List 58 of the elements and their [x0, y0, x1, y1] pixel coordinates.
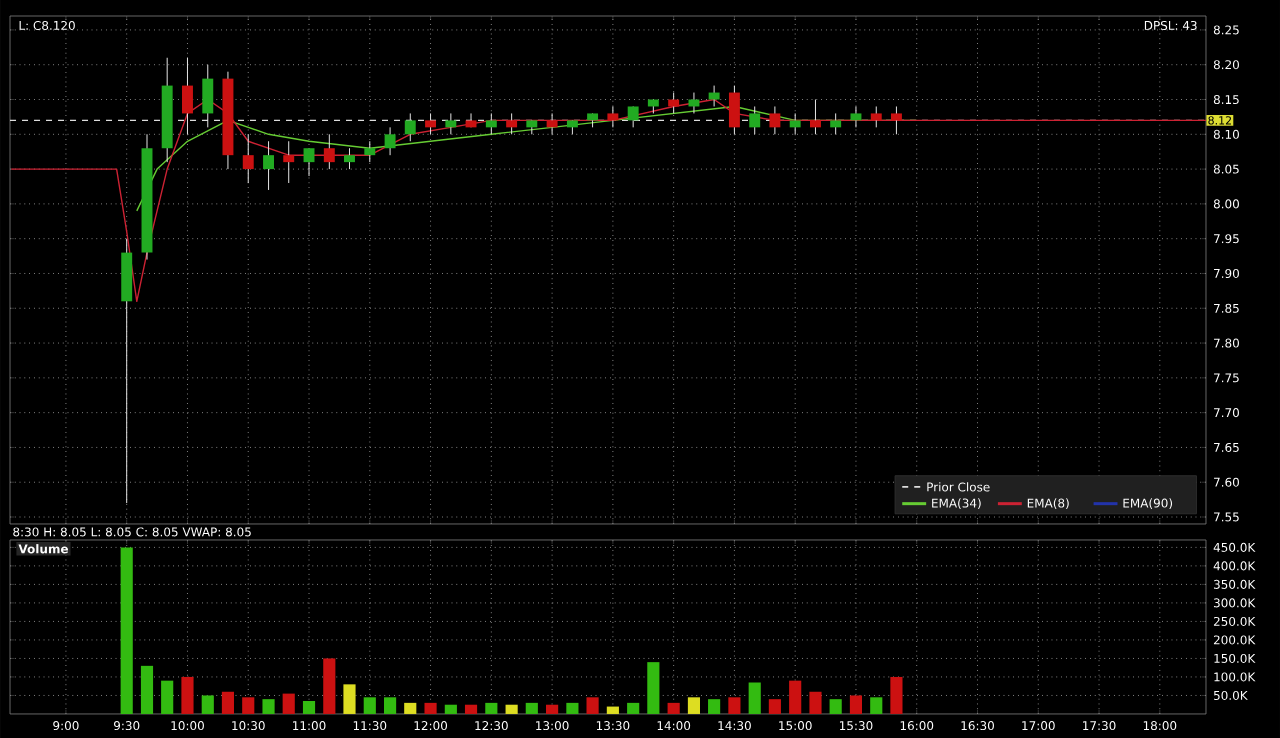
- candlestick: [850, 105, 862, 128]
- bar: [323, 658, 336, 714]
- candlestick: [546, 112, 558, 135]
- bar: [242, 697, 255, 714]
- candlestick: [323, 133, 335, 170]
- bar: [647, 662, 660, 714]
- candlestick: [242, 133, 254, 184]
- bar: [566, 702, 579, 714]
- bar: [262, 699, 275, 714]
- bar: [728, 697, 741, 714]
- candlestick: [344, 147, 355, 170]
- candlestick: [263, 140, 275, 191]
- bar: [424, 702, 437, 714]
- candlestick: [384, 126, 396, 156]
- candlestick: [607, 105, 619, 128]
- bar: [809, 691, 822, 714]
- bar: [789, 680, 802, 714]
- candlestick: [890, 105, 902, 135]
- bar: [302, 701, 316, 714]
- candlestick: [303, 147, 315, 177]
- bar: [708, 699, 721, 714]
- bar: [748, 682, 761, 714]
- bar: [485, 702, 498, 714]
- bar: [890, 676, 903, 714]
- bar: [505, 704, 518, 714]
- bar: [586, 697, 599, 714]
- bar: [343, 684, 356, 714]
- bar: [525, 702, 538, 714]
- bar: [181, 676, 194, 714]
- bar: [221, 691, 235, 714]
- candlestick: [364, 140, 376, 163]
- bar: [870, 697, 883, 714]
- bar: [464, 704, 478, 714]
- bar: [687, 697, 701, 714]
- bar: [282, 693, 295, 714]
- bar: [849, 695, 863, 714]
- bar: [120, 547, 133, 714]
- bar: [829, 699, 842, 714]
- candlestick: [789, 112, 801, 135]
- bar: [667, 702, 680, 714]
- bar: [546, 704, 559, 714]
- bar: [627, 702, 640, 714]
- bar: [161, 680, 174, 714]
- candlestick: [485, 112, 497, 135]
- bar: [384, 697, 397, 714]
- candlestick: [870, 105, 882, 128]
- bar: [768, 699, 781, 714]
- bar: [404, 702, 417, 714]
- bar: [140, 665, 154, 714]
- candlestick: [506, 112, 518, 135]
- bar: [444, 704, 457, 714]
- bar: [363, 697, 376, 714]
- candlestick: [708, 85, 720, 107]
- candlestick: [830, 112, 842, 135]
- bar: [201, 695, 214, 714]
- bar: [606, 706, 619, 714]
- candlestick: [283, 140, 295, 184]
- candlestick: [810, 99, 821, 135]
